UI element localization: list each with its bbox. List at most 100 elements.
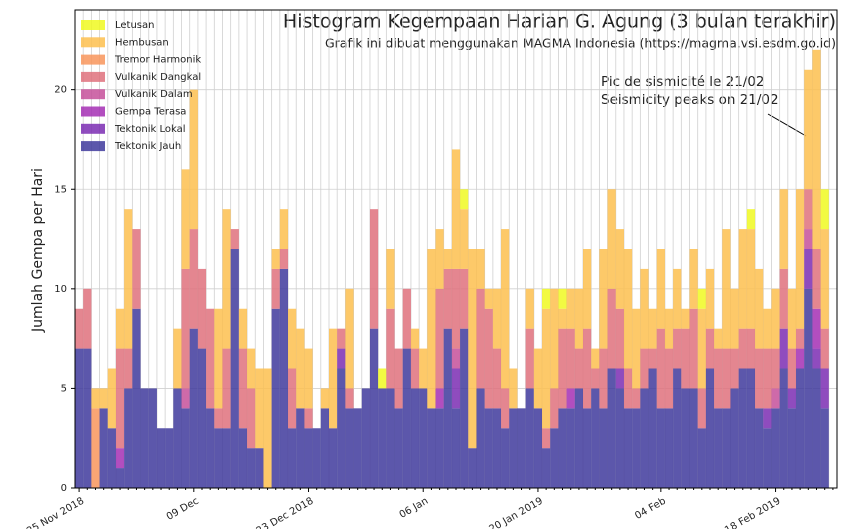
bar-segment bbox=[83, 348, 92, 488]
bar-segment bbox=[214, 308, 223, 409]
bar-segment bbox=[607, 288, 616, 369]
bar-segment bbox=[345, 288, 354, 389]
bar-segment bbox=[542, 308, 551, 429]
bar-segment bbox=[476, 388, 485, 488]
bar-segment bbox=[738, 368, 747, 488]
bar-segment bbox=[623, 368, 633, 409]
bar-segment bbox=[230, 249, 239, 488]
bar-segment bbox=[492, 408, 502, 488]
bar-segment bbox=[820, 189, 829, 230]
bar-segment bbox=[279, 249, 289, 269]
bar-segment bbox=[361, 388, 370, 488]
bar-segment bbox=[419, 388, 428, 488]
y-axis-label: Jumlah Gempa per Hari bbox=[30, 168, 46, 333]
bar-segment bbox=[214, 408, 223, 429]
bar-segment bbox=[812, 348, 821, 369]
bar-segment bbox=[501, 388, 510, 429]
bar-segment bbox=[386, 388, 395, 488]
bar-segment bbox=[755, 348, 764, 409]
bar-segment bbox=[722, 408, 731, 488]
bar-segment bbox=[542, 288, 551, 309]
bar-segment bbox=[714, 348, 723, 409]
bar-segment bbox=[738, 328, 747, 369]
bar-segment bbox=[419, 348, 428, 389]
bar-segment bbox=[705, 328, 715, 369]
bar-segment bbox=[165, 428, 174, 488]
bar-segment bbox=[640, 388, 649, 488]
bar-segment bbox=[779, 368, 788, 488]
bar-segment bbox=[730, 388, 739, 488]
bar-segment bbox=[83, 288, 92, 349]
bar-segment bbox=[689, 249, 698, 309]
bar-segment bbox=[394, 408, 403, 488]
bar-segment bbox=[722, 229, 731, 349]
bar-segment bbox=[763, 428, 772, 488]
y-tick-label: 20 bbox=[54, 85, 67, 96]
bar-segment bbox=[656, 249, 665, 329]
bar-segment bbox=[648, 368, 657, 488]
bar-segment bbox=[779, 268, 788, 329]
bar-segment bbox=[632, 408, 641, 488]
bar-segment bbox=[599, 348, 608, 409]
bar-segment bbox=[181, 388, 190, 409]
bar-segment bbox=[738, 229, 747, 329]
bar-segment bbox=[574, 288, 583, 349]
bar-segment bbox=[386, 249, 395, 309]
bar-segment bbox=[320, 408, 329, 488]
bar-segment bbox=[189, 229, 198, 329]
bar-segment bbox=[697, 288, 706, 309]
bar-segment bbox=[623, 408, 633, 488]
bar-segment bbox=[542, 448, 551, 488]
bar-segment bbox=[755, 408, 764, 488]
bar-segment bbox=[558, 408, 567, 488]
bar-segment bbox=[279, 209, 289, 249]
chart-title: Histogram Kegempaan Harian G. Agung (3 b… bbox=[283, 11, 836, 33]
bar-segment bbox=[222, 348, 231, 429]
bar-segment bbox=[378, 368, 387, 389]
bar-segment bbox=[484, 288, 493, 309]
x-tick-label: 20 Jan 2019 bbox=[488, 496, 545, 529]
bar-segment bbox=[386, 308, 395, 389]
bar-segment bbox=[115, 468, 125, 488]
annotation: Pic de sismicité le 21/02 bbox=[601, 74, 765, 90]
bar-segment bbox=[648, 308, 657, 349]
legend-swatch bbox=[81, 71, 105, 82]
x-tick-label: 18 Feb 2019 bbox=[723, 496, 782, 529]
bar-segment bbox=[451, 149, 461, 269]
bar-segment bbox=[124, 388, 133, 488]
bar-segment bbox=[410, 348, 420, 389]
bar-segment bbox=[632, 388, 641, 409]
bar-segment bbox=[664, 308, 674, 349]
bar-segment bbox=[812, 249, 821, 309]
bar-segment bbox=[779, 328, 788, 369]
bar-segment bbox=[107, 428, 116, 488]
bar-segment bbox=[656, 328, 665, 409]
bar-segment bbox=[583, 249, 592, 329]
bar-segment bbox=[550, 428, 559, 488]
bar-segment bbox=[189, 328, 198, 488]
bar-segment bbox=[533, 408, 543, 488]
bar-segment bbox=[599, 408, 608, 488]
bar-segment bbox=[722, 348, 731, 409]
bar-segment bbox=[238, 348, 248, 429]
bar-segment bbox=[468, 249, 477, 449]
bar-segment bbox=[804, 288, 813, 488]
bar-segment bbox=[787, 388, 797, 409]
bar-segment bbox=[796, 189, 805, 329]
bar-segment bbox=[812, 49, 821, 250]
bar-segment bbox=[550, 388, 559, 429]
bar-segment bbox=[378, 388, 387, 488]
bar-segment bbox=[615, 229, 624, 309]
y-tick-label: 15 bbox=[54, 184, 67, 195]
bar-segment bbox=[583, 328, 592, 409]
bar-segment bbox=[517, 408, 526, 488]
bar-segment bbox=[394, 348, 403, 409]
annotation-arrow bbox=[767, 113, 807, 137]
bar-segment bbox=[345, 408, 354, 488]
bar-segment bbox=[443, 328, 452, 488]
bar-segment bbox=[197, 268, 207, 349]
bar-segment bbox=[615, 308, 624, 369]
bar-segment bbox=[247, 448, 256, 488]
bar-segment bbox=[640, 348, 649, 389]
bar-segment bbox=[271, 308, 280, 488]
